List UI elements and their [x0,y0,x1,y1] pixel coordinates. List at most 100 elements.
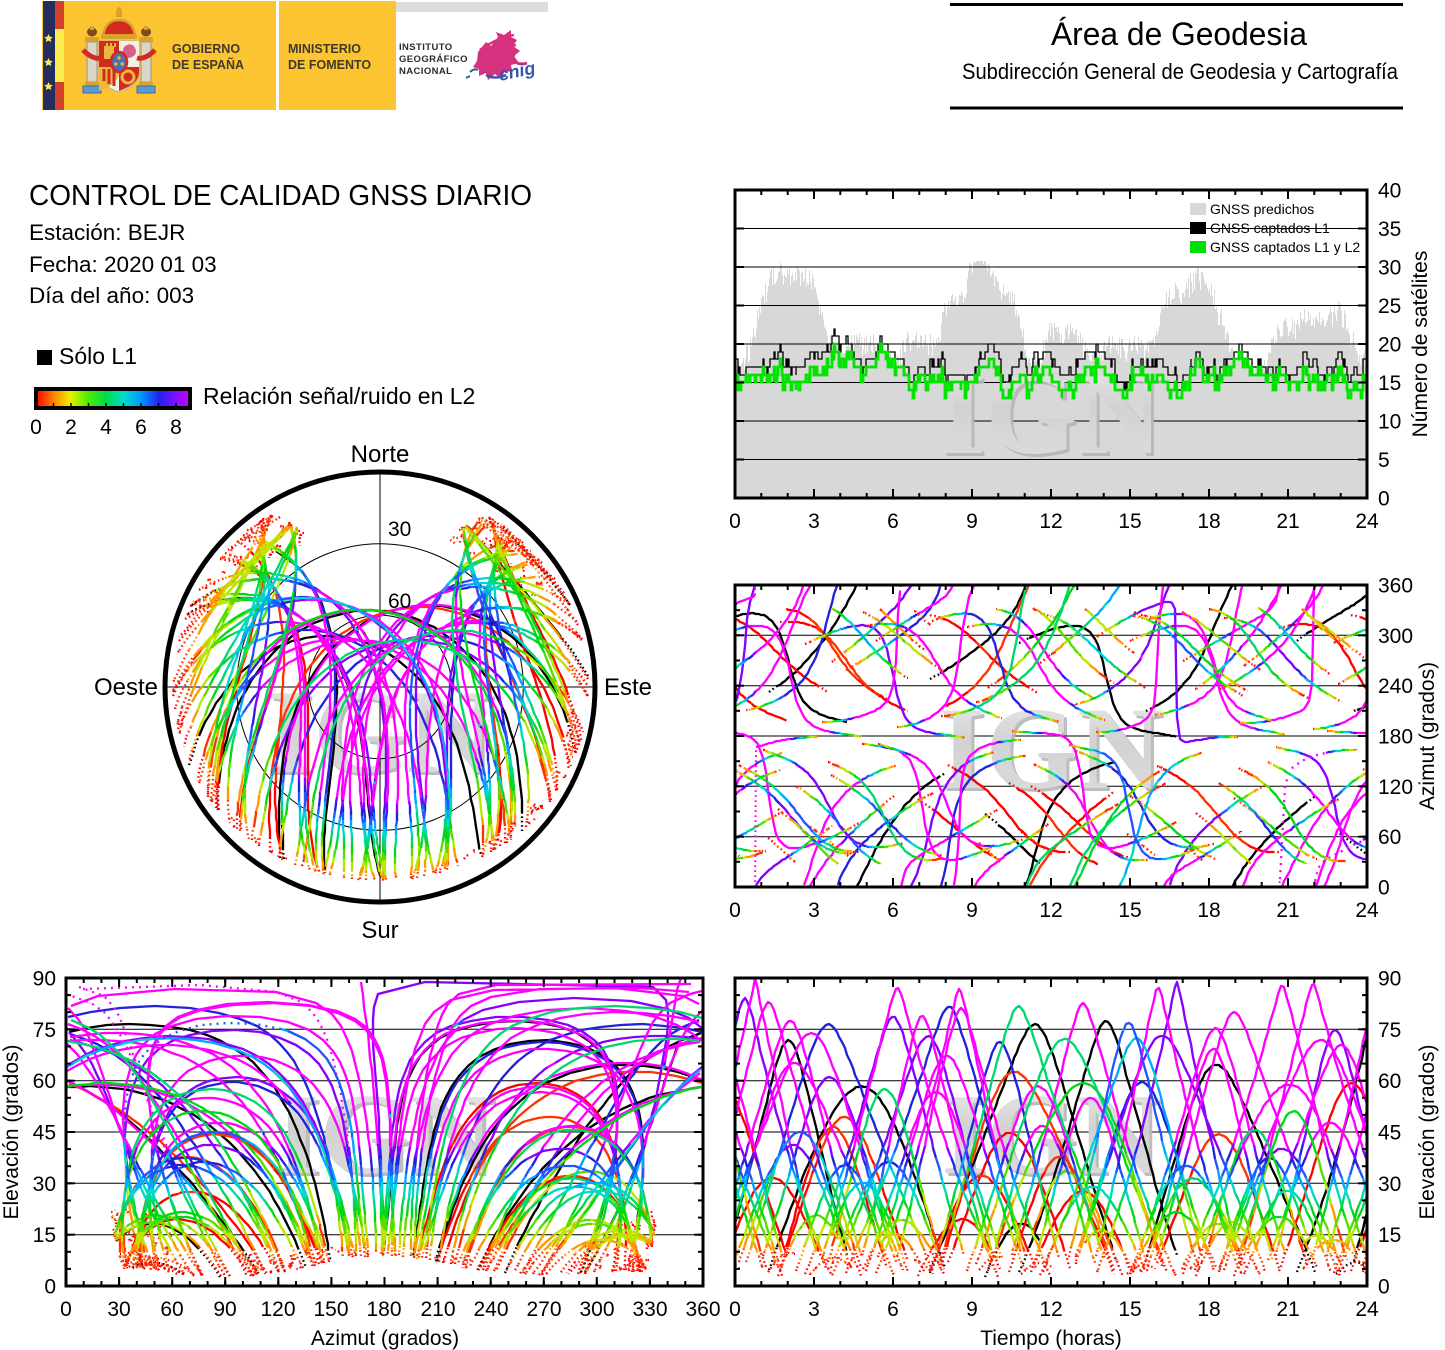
svg-text:GNSS captados L1: GNSS captados L1 [1210,220,1330,236]
svg-text:3: 3 [808,899,820,922]
svg-text:360: 360 [1378,575,1413,598]
svg-text:330: 330 [632,1298,667,1321]
svg-text:Subdirección General de Geodes: Subdirección General de Geodesia y Carto… [962,59,1399,84]
svg-text:0: 0 [1378,877,1390,900]
svg-text:90: 90 [33,968,56,991]
svg-text:Este: Este [604,674,652,701]
svg-text:18: 18 [1197,899,1220,922]
svg-text:Oeste: Oeste [94,674,158,701]
svg-text:Azimut (grados): Azimut (grados) [311,1327,459,1350]
svg-text:60: 60 [1378,826,1401,849]
svg-text:6: 6 [135,416,147,439]
svg-text:15: 15 [1118,1298,1141,1321]
svg-text:0: 0 [1378,1276,1390,1299]
svg-text:Fecha: 2020 01 03: Fecha: 2020 01 03 [29,252,217,277]
svg-text:Relación señal/ruido en L2: Relación señal/ruido en L2 [203,383,475,409]
svg-text:9: 9 [966,1298,978,1321]
svg-text:6: 6 [887,510,899,533]
svg-text:75: 75 [1378,1019,1401,1042]
svg-text:90: 90 [213,1298,236,1321]
svg-text:240: 240 [1378,675,1413,698]
svg-text:30: 30 [33,1173,56,1196]
svg-text:GNSS captados L1 y L2: GNSS captados L1 y L2 [1210,239,1360,255]
svg-text:12: 12 [1039,899,1062,922]
svg-text:15: 15 [1118,510,1141,533]
svg-text:CONTROL DE CALIDAD GNSS DIARIO: CONTROL DE CALIDAD GNSS DIARIO [29,180,532,212]
svg-text:24: 24 [1355,510,1379,533]
svg-text:12: 12 [1039,510,1062,533]
svg-text:45: 45 [33,1122,56,1145]
svg-text:0: 0 [1378,488,1390,511]
svg-text:300: 300 [1378,625,1413,648]
svg-text:24: 24 [1355,1298,1379,1321]
svg-text:120: 120 [260,1298,295,1321]
svg-text:Sur: Sur [361,917,398,944]
svg-text:9: 9 [966,899,978,922]
svg-text:15: 15 [1378,372,1401,395]
svg-text:Día del año: 003: Día del año: 003 [29,283,194,308]
svg-text:Estación: BEJR: Estación: BEJR [29,220,185,245]
svg-text:21: 21 [1276,510,1299,533]
svg-text:Elevación (grados): Elevación (grados) [0,1044,23,1219]
svg-text:GOBIERNO: GOBIERNO [172,42,240,56]
svg-text:25: 25 [1378,295,1401,318]
svg-text:10: 10 [1378,411,1401,434]
svg-text:90: 90 [1378,968,1401,991]
svg-text:120: 120 [1378,776,1413,799]
svg-text:15: 15 [1118,899,1141,922]
svg-text:30: 30 [1378,257,1401,280]
svg-text:Norte: Norte [351,441,410,468]
svg-text:0: 0 [30,416,42,439]
svg-text:GNSS predichos: GNSS predichos [1210,201,1314,217]
svg-text:21: 21 [1276,899,1299,922]
svg-text:6: 6 [887,1298,899,1321]
svg-text:24: 24 [1355,899,1379,922]
svg-text:8: 8 [170,416,182,439]
svg-text:12: 12 [1039,1298,1062,1321]
svg-text:300: 300 [579,1298,614,1321]
svg-text:60: 60 [388,590,411,613]
svg-text:DE ESPAÑA: DE ESPAÑA [172,57,244,72]
svg-text:18: 18 [1197,510,1220,533]
svg-text:Elevación (grados): Elevación (grados) [1416,1044,1439,1219]
svg-text:15: 15 [1378,1224,1401,1247]
svg-text:75: 75 [33,1019,56,1042]
svg-text:0: 0 [729,510,741,533]
svg-text:Número de satélites: Número de satélites [1409,251,1432,438]
svg-text:4: 4 [100,416,112,439]
svg-text:3: 3 [808,1298,820,1321]
svg-text:30: 30 [107,1298,130,1321]
svg-text:60: 60 [1378,1070,1401,1093]
svg-text:2: 2 [65,416,77,439]
svg-text:9: 9 [966,510,978,533]
svg-text:NACIONAL: NACIONAL [399,66,452,77]
svg-text:60: 60 [160,1298,183,1321]
svg-text:35: 35 [1378,218,1401,241]
svg-text:INSTITUTO: INSTITUTO [399,42,453,53]
svg-text:210: 210 [420,1298,455,1321]
svg-text:GEOGRÁFICO: GEOGRÁFICO [399,54,468,65]
svg-text:MINISTERIO: MINISTERIO [288,42,361,56]
svg-text:18: 18 [1197,1298,1220,1321]
svg-text:30: 30 [1378,1173,1401,1196]
svg-text:Tiempo (horas): Tiempo (horas) [980,1327,1122,1350]
svg-text:60: 60 [33,1070,56,1093]
svg-text:6: 6 [887,899,899,922]
svg-text:3: 3 [808,510,820,533]
svg-text:Área de Geodesia: Área de Geodesia [1051,16,1307,52]
svg-text:0: 0 [60,1298,72,1321]
svg-text:0: 0 [44,1276,56,1299]
svg-text:150: 150 [313,1298,348,1321]
svg-text:15: 15 [33,1224,56,1247]
svg-text:360: 360 [685,1298,720,1321]
svg-text:30: 30 [388,518,411,541]
svg-text:45: 45 [1378,1122,1401,1145]
svg-text:20: 20 [1378,334,1401,357]
svg-text:DE FOMENTO: DE FOMENTO [288,58,371,72]
svg-text:Azimut (grados): Azimut (grados) [1416,662,1439,810]
svg-text:180: 180 [1378,726,1413,749]
svg-text:40: 40 [1378,180,1401,203]
svg-text:270: 270 [526,1298,561,1321]
svg-text:0: 0 [729,1298,741,1321]
svg-text:240: 240 [473,1298,508,1321]
